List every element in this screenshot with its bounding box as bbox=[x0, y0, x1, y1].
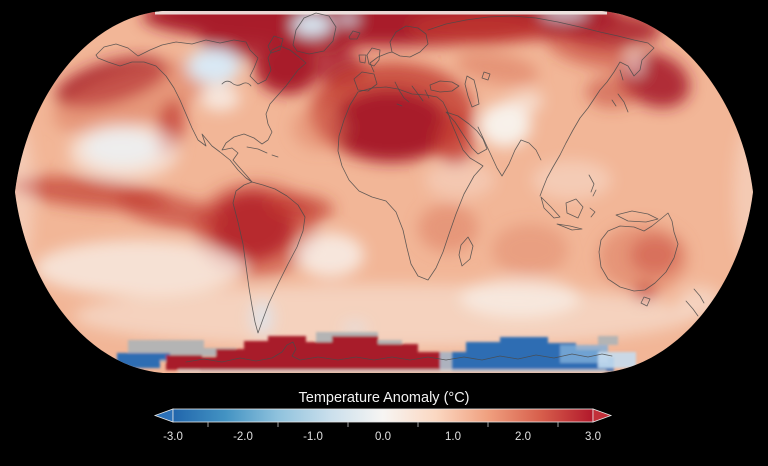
tick-label-neg3: -3.0 bbox=[163, 431, 183, 443]
coastline-scandinavia bbox=[389, 25, 429, 58]
warm-anomaly-east-australia bbox=[630, 235, 680, 275]
coastline-philippines bbox=[588, 174, 597, 218]
warm-block-west-antarctica bbox=[200, 336, 440, 371]
coastline-sumatra bbox=[540, 196, 561, 219]
colorbar-left-arrow bbox=[153, 408, 174, 423]
coastline-madagascar bbox=[458, 236, 474, 267]
cool-anomaly-greenland bbox=[292, 14, 332, 36]
tick-label-pos1: 1.0 bbox=[445, 431, 461, 443]
colorbar-right-arrow bbox=[592, 408, 613, 423]
coastline-iceland bbox=[348, 30, 361, 40]
coastline-great-lakes bbox=[221, 80, 252, 87]
coastline-caspian bbox=[464, 71, 491, 108]
coastline-italy-greece bbox=[394, 81, 430, 107]
tick-label-pos3: 3.0 bbox=[585, 431, 601, 443]
coastline-arabia bbox=[445, 111, 488, 155]
warm-anomaly-siberia-band bbox=[547, 34, 633, 70]
coastline-borneo bbox=[565, 198, 584, 219]
cool-anomaly-central-canada bbox=[187, 48, 241, 84]
coastline-south-america bbox=[232, 181, 306, 334]
coastline-north-america bbox=[95, 39, 307, 183]
cool-anomaly-greenland-sea bbox=[337, 13, 359, 25]
warm-anomaly-indian-ocean bbox=[492, 224, 568, 276]
coastline-asia-north bbox=[427, 15, 655, 197]
coastline-iberia bbox=[353, 71, 378, 92]
warm-anomaly-mid-atlantic bbox=[292, 106, 348, 150]
colorbar-gradient-bar bbox=[172, 408, 594, 423]
neutral-anomaly-east-pacific-halo bbox=[69, 124, 179, 180]
warm-anomaly-central-asia bbox=[455, 51, 539, 85]
colorbar: Temperature Anomaly (°C) -3.0 -2.0 -1.0 … bbox=[153, 390, 613, 443]
neutral-anomaly-central-us bbox=[200, 85, 240, 111]
tick-label-zero: 0.0 bbox=[375, 431, 391, 443]
neutral-anomaly-right-rim bbox=[734, 125, 753, 265]
warm-anomaly-japan-east bbox=[586, 76, 638, 108]
no-data-block-east bbox=[598, 336, 618, 345]
coastline-africa bbox=[337, 86, 484, 281]
warm-anomaly-peru-current bbox=[116, 191, 224, 231]
neutral-anomaly-southeast-pacific bbox=[35, 240, 245, 296]
warm-block-antarctica-left bbox=[166, 355, 202, 370]
coastline-tasmania bbox=[640, 296, 651, 307]
tick-label-neg1: -1.0 bbox=[303, 431, 323, 443]
cold-block-transition bbox=[440, 352, 454, 371]
tick-label-neg2: -2.0 bbox=[233, 431, 253, 443]
cold-block-east-light bbox=[560, 345, 608, 363]
coastlines bbox=[95, 12, 705, 363]
warm-anomaly-red-sea bbox=[435, 114, 475, 166]
neutral-anomaly-southern-ocean bbox=[74, 284, 694, 348]
colorbar-minor-ticks bbox=[207, 422, 559, 427]
warm-anomaly-siberia-coast bbox=[408, 12, 548, 44]
north-pole-sliver bbox=[155, 11, 607, 15]
warm-anomaly-northeast-pacific bbox=[52, 60, 212, 134]
coastline-india bbox=[477, 126, 542, 177]
neutral-anomaly-south-atlantic bbox=[296, 233, 364, 277]
anomaly-field bbox=[15, 11, 753, 348]
neutral-anomaly-south-china-sea bbox=[532, 160, 612, 200]
tick-label-pos2: 2.0 bbox=[515, 431, 531, 443]
coastline-java bbox=[556, 223, 583, 231]
coastline-baffin bbox=[267, 35, 284, 54]
cool-anomaly-weddell bbox=[343, 322, 367, 334]
coastline-japan bbox=[611, 69, 629, 113]
neutral-anomaly-arabian-sea bbox=[425, 162, 495, 198]
warm-anomaly-tropical-atlantic bbox=[266, 193, 334, 221]
antarctica-blocks bbox=[117, 332, 636, 373]
coastline-antarctica bbox=[185, 341, 613, 363]
warm-anomaly-tasmania bbox=[634, 284, 656, 302]
colorbar-tick-labels: -3.0 -2.0 -1.0 0.0 1.0 2.0 3.0 bbox=[163, 431, 601, 443]
coastline-greenland bbox=[292, 12, 337, 55]
cold-block-east-pale bbox=[598, 352, 636, 368]
neutral-anomaly-himalaya bbox=[500, 91, 544, 119]
antarctica-ice-sliver bbox=[178, 369, 606, 373]
warm-anomaly-labrador bbox=[255, 42, 319, 94]
coastline-turkey-black-sea bbox=[429, 80, 460, 93]
coastline-britain bbox=[358, 47, 381, 67]
coastline-west-europe bbox=[369, 51, 393, 73]
cold-block-west-antarctica-edge bbox=[117, 353, 170, 368]
colorbar-title: Temperature Anomaly (°C) bbox=[299, 390, 470, 406]
coastline-cuba bbox=[246, 146, 279, 158]
warm-anomaly-mediterranean-core bbox=[332, 90, 448, 162]
coastline-australia bbox=[598, 212, 679, 292]
warm-anomaly-southern-africa bbox=[418, 204, 478, 252]
neutral-anomaly-left-rim bbox=[15, 125, 34, 265]
neutral-anomaly-new-zealand bbox=[678, 286, 722, 318]
warm-anomaly-norwegian-sea bbox=[348, 18, 408, 46]
coastline-new-guinea bbox=[615, 210, 659, 223]
coastline-new-zealand bbox=[685, 288, 705, 317]
